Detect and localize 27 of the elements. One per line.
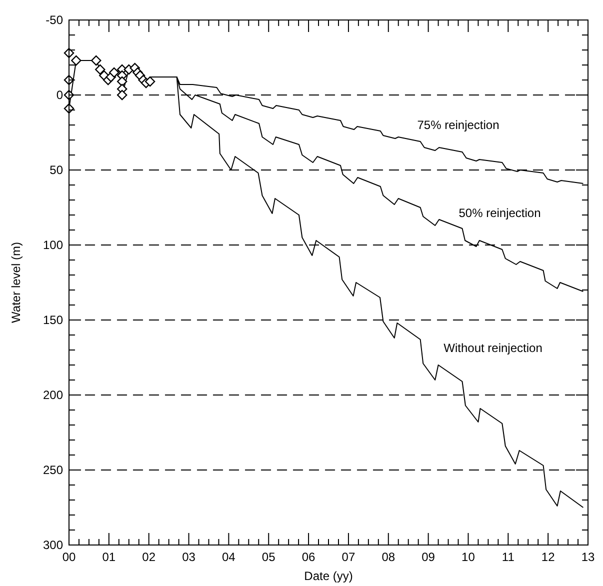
- x-tick-label: 06: [302, 550, 316, 564]
- x-tick-label: 02: [142, 550, 156, 564]
- x-tick-label: 04: [222, 550, 236, 564]
- x-tick-label: 01: [102, 550, 116, 564]
- series-label: Without reinjection: [444, 341, 542, 356]
- x-tick-label: 08: [382, 550, 396, 564]
- x-tick-label: 03: [182, 550, 196, 564]
- y-tick-label: 100: [42, 238, 64, 252]
- y-tick-label: 50: [50, 163, 64, 177]
- x-axis-title: Date (yy): [304, 569, 353, 583]
- series-label: 50% reinjection: [458, 206, 541, 220]
- x-tick-label: 13: [581, 550, 595, 564]
- x-tick-label: 00: [62, 550, 76, 564]
- y-axis-title: Water level (m): [9, 242, 23, 323]
- y-tick-label: 150: [42, 313, 64, 327]
- y-tick-label: -50: [46, 13, 64, 27]
- x-tick-label: 09: [422, 550, 436, 564]
- series-label: 75% reinjection: [417, 118, 500, 132]
- x-tick-label: 11: [502, 550, 515, 564]
- y-tick-label: 0: [56, 88, 64, 102]
- x-tick-label: 10: [462, 550, 476, 564]
- x-tick-label: 12: [541, 550, 556, 564]
- y-tick-label: 200: [42, 388, 64, 402]
- x-tick-label: 07: [342, 550, 356, 564]
- y-tick-label: 250: [42, 463, 64, 477]
- x-tick-label: 05: [262, 550, 276, 564]
- y-tick-label: 300: [42, 538, 64, 552]
